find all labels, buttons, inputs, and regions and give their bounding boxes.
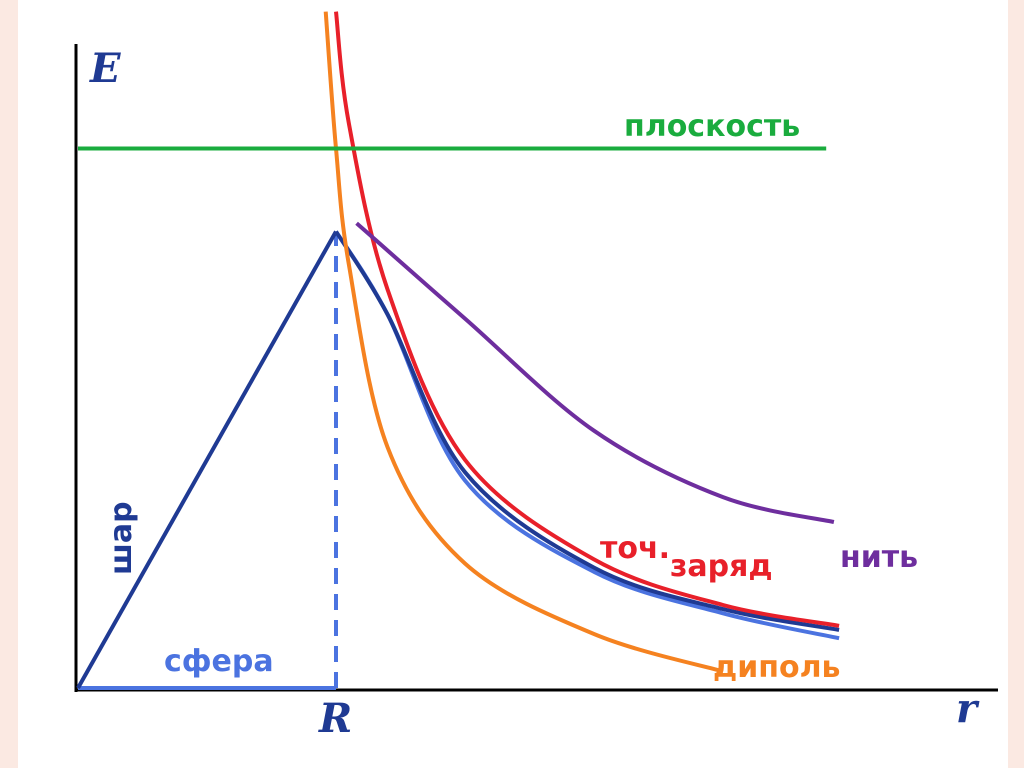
x-axis-label: r — [956, 685, 980, 732]
ploskost-label: плоскость — [624, 109, 800, 144]
chart-svg: E r R плоскость нить точ. заряд диполь с… — [74, 11, 998, 742]
shar-label: шар — [104, 501, 139, 575]
shar-curve — [334, 230, 840, 632]
x-tick-label-R: R — [318, 695, 352, 742]
zaryad-label: заряд — [670, 549, 773, 584]
shar-curve-rise — [76, 230, 338, 689]
dipol-label: диполь — [713, 650, 841, 685]
sfera-label: сфера — [164, 644, 274, 679]
chart-frame: E r R плоскость нить точ. заряд диполь с… — [18, 0, 1008, 768]
nit-curve — [355, 221, 835, 524]
toch-label: точ. — [600, 531, 670, 566]
toch-zaryad-curve — [334, 11, 840, 628]
y-axis-label: E — [89, 45, 121, 92]
nit-label: нить — [840, 540, 918, 575]
